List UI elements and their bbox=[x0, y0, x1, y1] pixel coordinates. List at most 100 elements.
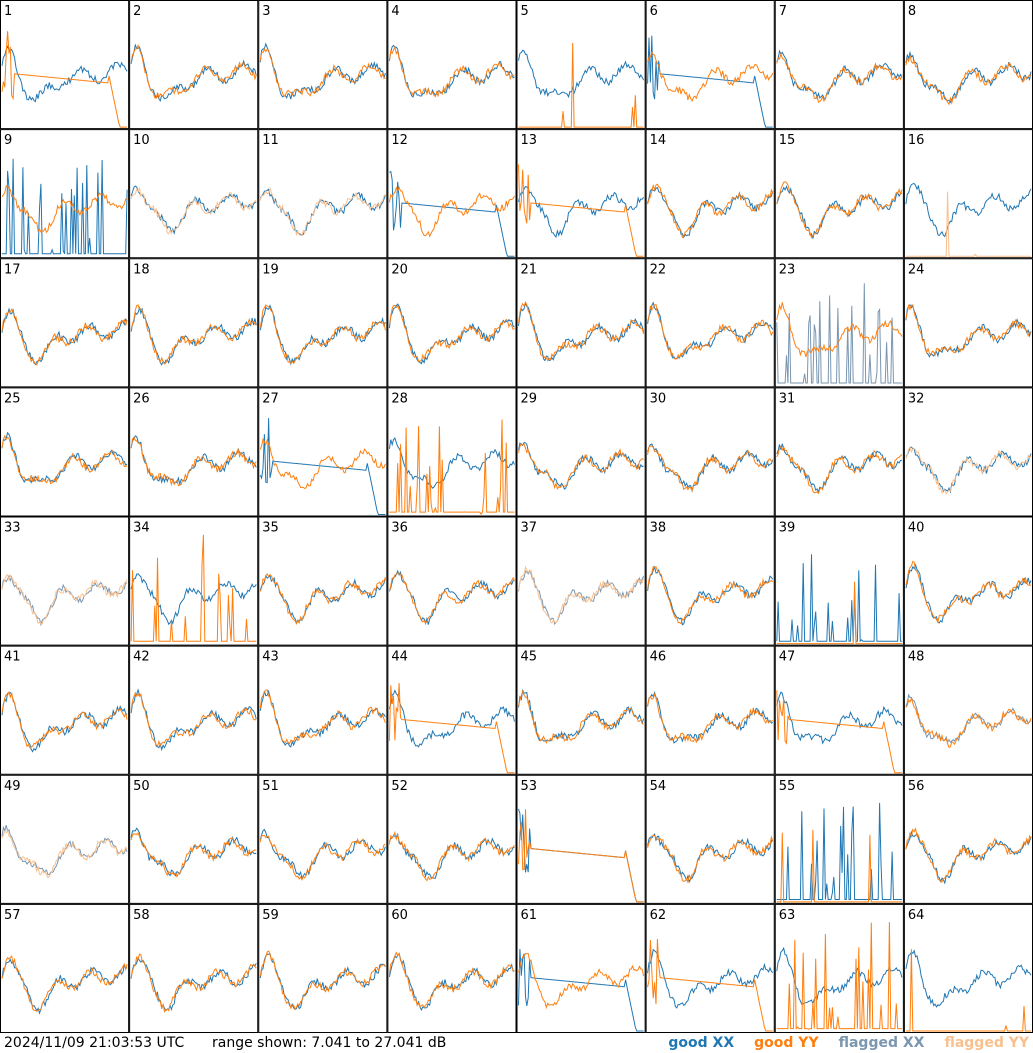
series-good-xx bbox=[259, 828, 386, 880]
series-good-xx bbox=[776, 691, 903, 745]
tile-29: 29 bbox=[516, 387, 646, 517]
series-good-yy bbox=[647, 692, 774, 744]
tile-frame bbox=[645, 903, 775, 1033]
tile-frame bbox=[903, 903, 1033, 1033]
series-good-yy bbox=[130, 953, 257, 1013]
tile-3: 3 bbox=[258, 0, 388, 130]
tile-23: 23 bbox=[774, 258, 904, 388]
tile-label: 1 bbox=[4, 4, 12, 19]
tile-28: 28 bbox=[387, 387, 517, 517]
series-good-xx bbox=[259, 304, 386, 366]
tile-7: 7 bbox=[774, 0, 904, 130]
series-flagged-yy bbox=[1, 830, 128, 879]
series-good-yy bbox=[647, 303, 774, 360]
tile-59: 59 bbox=[258, 903, 388, 1033]
range-text: range shown: 7.041 to 27.041 dB bbox=[212, 1035, 447, 1051]
series-good-xx bbox=[130, 827, 257, 877]
tile-frame bbox=[774, 129, 904, 259]
series-good-yy bbox=[776, 581, 902, 645]
tile-33: 33 bbox=[0, 516, 130, 646]
series-good-yy bbox=[776, 690, 902, 774]
tile-label: 9 bbox=[4, 133, 12, 148]
tile-frame bbox=[258, 645, 388, 775]
series-good-xx bbox=[259, 42, 386, 100]
series-good-yy bbox=[130, 43, 257, 99]
tile-label: 31 bbox=[779, 391, 796, 406]
tile-label: 39 bbox=[779, 521, 796, 536]
series-good-yy bbox=[776, 52, 903, 103]
tile-frame bbox=[0, 387, 130, 517]
tile-14: 14 bbox=[645, 129, 775, 259]
tile-43: 43 bbox=[258, 645, 388, 775]
tile-frame bbox=[129, 645, 259, 775]
tile-41: 41 bbox=[0, 645, 130, 775]
tile-label: 17 bbox=[4, 262, 21, 277]
tile-frame bbox=[258, 129, 388, 259]
tile-frame bbox=[129, 258, 259, 388]
legend-good-xx: good XX bbox=[668, 1035, 735, 1051]
series-good-xx bbox=[647, 948, 774, 1009]
tile-label: 27 bbox=[262, 391, 279, 406]
tile-11: 11 bbox=[258, 129, 388, 259]
legend-flagged-xx: flagged XX bbox=[838, 1035, 925, 1051]
tile-36: 36 bbox=[387, 516, 517, 646]
series-good-yy bbox=[1, 690, 128, 749]
tile-44: 44 bbox=[387, 645, 517, 775]
series-good-yy bbox=[905, 55, 1032, 106]
tile-label: 57 bbox=[4, 908, 21, 923]
series-good-xx bbox=[259, 574, 386, 623]
tile-55: 55 bbox=[774, 774, 904, 904]
tile-frame bbox=[903, 0, 1033, 130]
tile-label: 55 bbox=[779, 779, 796, 794]
series-good-yy bbox=[388, 185, 515, 238]
tile-frame bbox=[903, 387, 1033, 517]
tile-17: 17 bbox=[0, 258, 130, 388]
series-good-xx bbox=[518, 948, 644, 1032]
tile-label: 24 bbox=[908, 262, 925, 277]
tile-frame bbox=[387, 774, 517, 904]
tile-63: 63 bbox=[774, 903, 904, 1033]
series-good-yy bbox=[130, 436, 257, 487]
tile-label: 38 bbox=[650, 521, 667, 536]
series-good-yy bbox=[259, 48, 386, 98]
series-good-yy bbox=[388, 830, 515, 882]
tile-40: 40 bbox=[903, 516, 1033, 646]
series-good-xx bbox=[1, 307, 128, 366]
tile-frame bbox=[645, 0, 775, 130]
series-good-yy bbox=[259, 304, 386, 365]
tile-label: 42 bbox=[133, 650, 150, 665]
series-good-yy bbox=[388, 683, 515, 774]
series-good-xx bbox=[776, 946, 903, 1006]
series-good-xx bbox=[518, 301, 645, 362]
tile-15: 15 bbox=[774, 129, 904, 259]
series-good-xx bbox=[776, 49, 903, 100]
series-good-yy bbox=[647, 938, 773, 1032]
series-good-yy bbox=[388, 572, 515, 624]
tile-frame bbox=[387, 516, 517, 646]
tile-4: 4 bbox=[387, 0, 517, 130]
tile-46: 46 bbox=[645, 645, 775, 775]
tile-26: 26 bbox=[129, 387, 259, 517]
series-good-yy bbox=[905, 696, 1032, 748]
tile-frame bbox=[516, 258, 646, 388]
tile-label: 47 bbox=[779, 650, 796, 665]
tile-label: 7 bbox=[779, 4, 787, 19]
series-good-yy bbox=[259, 573, 386, 626]
legend: good XX good YY flagged XX flagged YY bbox=[668, 1033, 1029, 1053]
series-good-yy bbox=[1, 308, 128, 366]
tile-24: 24 bbox=[903, 258, 1033, 388]
series-good-yy bbox=[776, 445, 903, 495]
series-good-yy bbox=[518, 164, 644, 257]
tile-frame bbox=[903, 129, 1033, 259]
series-good-xx bbox=[776, 185, 902, 239]
tile-frame bbox=[774, 516, 904, 646]
tile-label: 8 bbox=[908, 4, 916, 19]
series-flagged-yy bbox=[1, 573, 128, 625]
series-flagged-yy bbox=[905, 191, 1031, 257]
tile-label: 3 bbox=[262, 4, 270, 19]
series-good-yy bbox=[776, 181, 903, 239]
series-good-yy bbox=[1, 31, 128, 128]
series-good-xx bbox=[518, 688, 645, 742]
tile-frame bbox=[258, 0, 388, 130]
tile-54: 54 bbox=[645, 774, 775, 904]
